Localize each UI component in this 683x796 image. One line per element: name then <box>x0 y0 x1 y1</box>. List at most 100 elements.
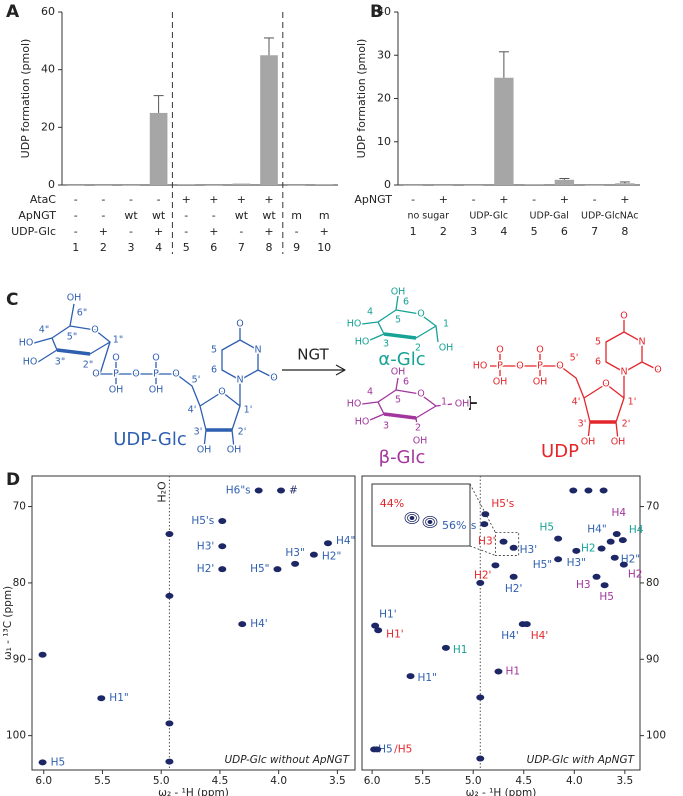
atom-label: 3' <box>578 419 587 430</box>
row-cell: - <box>184 225 188 238</box>
atom-label: OH <box>149 385 164 396</box>
atom-label: 1' <box>244 405 253 416</box>
lane-number: 3 <box>470 225 477 238</box>
atom-label: 5 <box>211 345 217 356</box>
peak-label: H2 <box>581 543 596 555</box>
row-cell: + <box>237 193 246 206</box>
atom-label: O <box>620 311 627 322</box>
peak <box>441 644 450 651</box>
lane-number: 5 <box>183 241 190 254</box>
beta-glc-bonds <box>361 377 453 433</box>
water-label: H₂O <box>155 481 168 503</box>
lane-number: 1 <box>72 241 79 254</box>
peak-label: H4' <box>531 630 548 642</box>
peak-label: /H5 <box>394 743 412 755</box>
udp-bonds <box>490 316 659 441</box>
group-label: UDP-Gal <box>530 211 569 222</box>
peak-label: H3 <box>576 579 591 591</box>
y-tick-label: 70 <box>646 501 659 513</box>
peak-label: H1' <box>379 609 396 621</box>
inset-peak <box>404 512 420 525</box>
group-label: UDP-GlcNAc <box>581 211 638 222</box>
reaction-arrow <box>282 364 346 376</box>
row-cell: + <box>560 193 569 206</box>
peak-label: H6"s <box>226 485 251 497</box>
x-tick-label: 4.5 <box>515 775 532 787</box>
lane-number: 4 <box>155 241 162 254</box>
x-axis-label: ω₂ - ¹H (ppm) <box>466 787 537 796</box>
alpha-glc-bold-bonds <box>383 332 417 340</box>
atom-label: N <box>620 367 627 378</box>
peak-label: H1' <box>386 628 403 640</box>
atom-label: OH <box>581 437 596 448</box>
y-tick-label: 10 <box>377 135 391 148</box>
y-axis-label: UDP formation (pmol) <box>355 39 368 159</box>
row-cell: - <box>74 209 78 222</box>
inset-label: 44% <box>380 497 404 510</box>
atom-label: 1 <box>443 319 449 330</box>
atom-label: 3' <box>194 427 203 438</box>
peak-label: H4' <box>250 618 267 630</box>
atom-label: OH <box>439 343 454 354</box>
peak <box>619 561 628 568</box>
row-cell: - <box>532 193 536 206</box>
atom-label: O <box>556 361 563 372</box>
inset-frame <box>371 483 471 547</box>
atom-label: O <box>172 369 179 380</box>
peak-label: H3' <box>520 544 537 556</box>
atom-label: 5 <box>595 337 601 348</box>
row-cell: + <box>99 225 108 238</box>
row-cell: - <box>129 193 133 206</box>
bar <box>287 185 306 186</box>
peak <box>476 694 485 701</box>
atom-label: O <box>417 309 424 320</box>
spectrum-caption: UDP-Glc with ApNGT <box>527 754 636 766</box>
atom-label: P <box>113 369 119 380</box>
atom-label: 6 <box>595 357 601 368</box>
bar <box>149 112 168 185</box>
peak <box>38 651 47 658</box>
bar <box>94 185 113 186</box>
row-cell: - <box>157 193 161 206</box>
atom-label: O <box>417 389 424 400</box>
atom-label: HO <box>355 417 370 428</box>
y-tick-label: 60 <box>41 5 55 18</box>
atom-label: 2" <box>83 360 93 371</box>
row-cell: - <box>129 225 133 238</box>
atom-label: OH <box>533 377 548 388</box>
atom-label: O <box>496 345 503 356</box>
peak-label: H2' <box>505 583 522 595</box>
plus-sign: + <box>461 391 479 416</box>
row-cell: + <box>439 193 448 206</box>
bar <box>260 55 278 185</box>
compound-name: UDP <box>541 441 579 462</box>
bar <box>524 184 544 185</box>
atom-label: N <box>236 375 243 386</box>
row-cell: + <box>499 193 508 206</box>
lane-number: 3 <box>128 241 135 254</box>
peak <box>480 521 489 528</box>
peak <box>618 537 627 544</box>
atom-label: HO <box>19 338 34 349</box>
atom-label: OH <box>391 367 406 378</box>
peak <box>499 538 508 545</box>
atom-label: OH <box>109 385 124 396</box>
atom-label: 5" <box>67 332 77 343</box>
peak-label: H4 <box>629 524 644 536</box>
atom-label: 6 <box>211 365 217 376</box>
peak-label: H2' <box>197 563 214 575</box>
lane-number: 1 <box>410 225 417 238</box>
peak-label: H5" <box>250 563 269 575</box>
peak <box>569 487 578 494</box>
row-cell: - <box>411 193 415 206</box>
row-cell: wt <box>124 209 138 222</box>
peak <box>554 556 563 563</box>
x-tick-label: 4.5 <box>212 775 229 787</box>
row-cell: m <box>319 209 330 222</box>
peak-label: H2 <box>628 569 643 581</box>
x-axis-label: ω₂ - ¹H (ppm) <box>158 787 229 796</box>
y-tick-label: 90 <box>13 653 26 665</box>
lane-number: 10 <box>317 241 331 254</box>
x-tick-label: 6.0 <box>35 775 52 787</box>
